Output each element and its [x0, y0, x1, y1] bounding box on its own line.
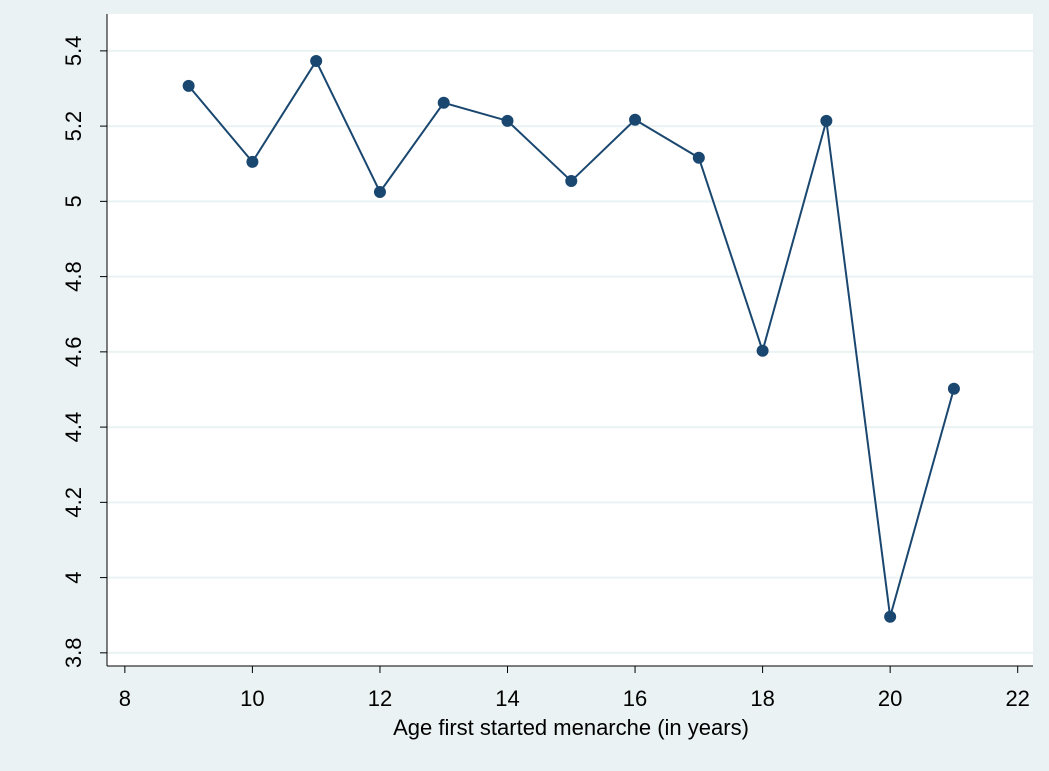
data-point: [629, 113, 642, 126]
data-point: [437, 96, 450, 109]
y-tick-label: 4.8: [61, 261, 86, 292]
y-tick-label: 4.2: [61, 487, 86, 518]
x-tick-label: 18: [750, 686, 774, 711]
x-tick-label: 8: [119, 686, 131, 711]
x-tick-label: 20: [878, 686, 902, 711]
x-tick-label: 14: [495, 686, 519, 711]
y-tick-label: 5.2: [61, 111, 86, 142]
x-tick-label: 10: [240, 686, 264, 711]
plot-area: [107, 14, 1033, 666]
data-point: [182, 79, 195, 92]
x-tick-label: 16: [623, 686, 647, 711]
data-point: [501, 114, 514, 127]
data-point: [947, 382, 960, 395]
y-tick-label: 5.4: [61, 36, 86, 67]
data-point: [756, 344, 769, 357]
data-point: [884, 610, 897, 623]
data-point: [373, 185, 386, 198]
y-tick-label: 5: [61, 195, 86, 207]
y-tick-label: 4.4: [61, 412, 86, 443]
data-point: [310, 55, 323, 68]
x-tick-label: 22: [1005, 686, 1029, 711]
data-point: [692, 151, 705, 164]
data-point: [820, 114, 833, 127]
y-tick-label: 3.8: [61, 638, 86, 669]
data-point: [565, 175, 578, 188]
x-axis-title: Age first started menarche (in years): [393, 715, 749, 740]
data-point: [246, 155, 259, 168]
y-tick-label: 4.6: [61, 337, 86, 368]
x-tick-label: 12: [368, 686, 392, 711]
y-tick-label: 4: [61, 571, 86, 583]
